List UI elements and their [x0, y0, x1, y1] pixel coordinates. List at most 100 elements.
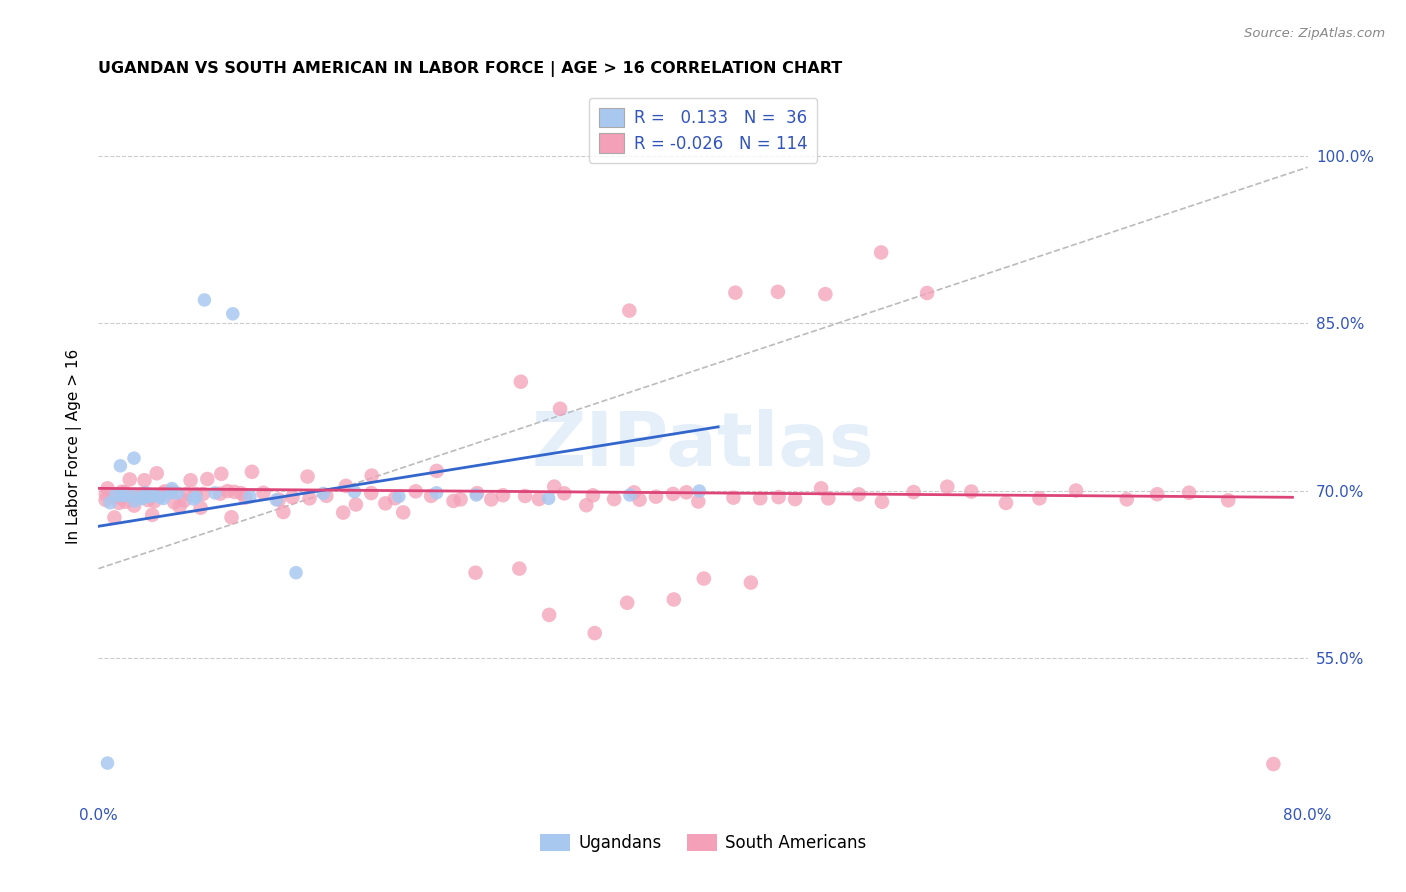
- South Americans: [134, 488, 156, 502]
- Ugandans: [142, 488, 165, 502]
- South Americans: [252, 485, 274, 500]
- South Americans: [582, 488, 605, 502]
- South Americans: [240, 465, 263, 479]
- South Americans: [136, 493, 159, 508]
- South Americans: [960, 484, 983, 499]
- South Americans: [233, 491, 256, 505]
- South Americans: [1218, 493, 1240, 508]
- Ugandans: [239, 490, 262, 504]
- Ugandans: [343, 484, 366, 499]
- South Americans: [915, 285, 938, 300]
- South Americans: [298, 491, 321, 506]
- South Americans: [1115, 492, 1137, 507]
- South Americans: [464, 566, 486, 580]
- Ugandans: [139, 490, 162, 504]
- South Americans: [548, 401, 571, 416]
- Ugandans: [114, 489, 136, 503]
- South Americans: [749, 491, 772, 506]
- Ugandans: [149, 491, 172, 505]
- South Americans: [688, 494, 710, 508]
- South Americans: [118, 472, 141, 486]
- South Americans: [209, 486, 232, 500]
- South Americans: [111, 484, 134, 499]
- South Americans: [153, 484, 176, 499]
- South Americans: [492, 488, 515, 502]
- South Americans: [693, 572, 716, 586]
- South Americans: [138, 489, 160, 503]
- South Americans: [810, 481, 832, 495]
- South Americans: [870, 495, 893, 509]
- South Americans: [508, 561, 530, 575]
- Ugandans: [122, 490, 145, 504]
- Text: Source: ZipAtlas.com: Source: ZipAtlas.com: [1244, 27, 1385, 40]
- South Americans: [740, 575, 762, 590]
- South Americans: [141, 508, 163, 522]
- South Americans: [1178, 485, 1201, 500]
- South Americans: [513, 489, 536, 503]
- South Americans: [360, 468, 382, 483]
- South Americans: [527, 492, 550, 507]
- South Americans: [384, 491, 406, 506]
- South Americans: [180, 473, 202, 487]
- South Americans: [110, 491, 132, 505]
- South Americans: [443, 494, 465, 508]
- Ugandans: [537, 491, 560, 506]
- South Americans: [553, 486, 575, 500]
- South Americans: [575, 498, 598, 512]
- Ugandans: [141, 488, 163, 502]
- Ugandans: [98, 496, 121, 510]
- South Americans: [628, 492, 651, 507]
- South Americans: [224, 484, 246, 499]
- South Americans: [1263, 757, 1285, 772]
- South Americans: [724, 285, 747, 300]
- South Americans: [169, 500, 191, 514]
- South Americans: [271, 505, 294, 519]
- South Americans: [817, 491, 839, 506]
- South Americans: [583, 626, 606, 640]
- South Americans: [217, 484, 239, 499]
- South Americans: [450, 492, 472, 507]
- Ugandans: [425, 485, 447, 500]
- South Americans: [1064, 483, 1087, 498]
- South Americans: [870, 245, 893, 260]
- South Americans: [190, 500, 212, 515]
- Y-axis label: In Labor Force | Age > 16: In Labor Force | Age > 16: [66, 349, 82, 543]
- South Americans: [543, 480, 565, 494]
- South Americans: [616, 596, 638, 610]
- South Americans: [191, 487, 214, 501]
- South Americans: [509, 375, 531, 389]
- Ugandans: [465, 488, 488, 502]
- South Americans: [195, 472, 218, 486]
- Ugandans: [160, 482, 183, 496]
- South Americans: [332, 506, 354, 520]
- South Americans: [94, 487, 117, 501]
- South Americans: [405, 484, 427, 499]
- South Americans: [122, 499, 145, 513]
- South Americans: [603, 492, 626, 507]
- South Americans: [124, 488, 146, 502]
- Ugandans: [134, 485, 156, 500]
- South Americans: [134, 473, 156, 487]
- Ugandans: [110, 458, 132, 473]
- South Americans: [723, 491, 745, 505]
- South Americans: [374, 496, 396, 510]
- South Americans: [426, 464, 449, 478]
- South Americans: [267, 492, 290, 507]
- South Americans: [94, 492, 117, 507]
- South Americans: [1146, 487, 1168, 501]
- South Americans: [231, 486, 253, 500]
- South Americans: [994, 496, 1017, 510]
- South Americans: [344, 498, 367, 512]
- Text: ZIPatlas: ZIPatlas: [531, 409, 875, 483]
- South Americans: [173, 493, 195, 508]
- South Americans: [221, 510, 243, 524]
- South Americans: [645, 490, 668, 504]
- South Americans: [114, 485, 136, 500]
- South Americans: [360, 486, 382, 500]
- South Americans: [479, 492, 502, 507]
- Ugandans: [266, 492, 288, 507]
- Ugandans: [285, 566, 308, 580]
- South Americans: [768, 490, 790, 504]
- Ugandans: [131, 491, 153, 505]
- South Americans: [162, 484, 184, 499]
